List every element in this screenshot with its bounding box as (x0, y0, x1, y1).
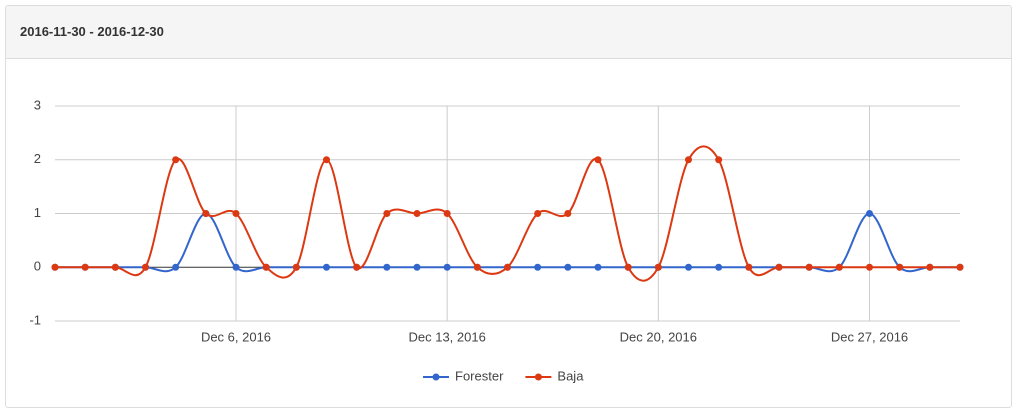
data-point (81, 263, 89, 271)
x-tick-label: Dec 27, 2016 (831, 329, 908, 344)
data-point (323, 263, 330, 271)
legend-swatch (534, 373, 542, 381)
data-point (594, 156, 602, 164)
data-point (172, 263, 180, 271)
y-tick-label: 1 (34, 205, 41, 220)
panel: 2016-11-30 - 2016-12-30 (5, 5, 1012, 408)
data-point (232, 210, 240, 217)
data-point (896, 263, 904, 271)
data-point (654, 263, 662, 271)
legend-label: Baja (557, 368, 584, 383)
data-point (383, 263, 391, 271)
data-point (232, 263, 240, 271)
y-tick-label: 2 (34, 151, 41, 166)
data-point (413, 263, 421, 271)
data-point (383, 210, 391, 217)
data-point (262, 263, 270, 271)
data-point (413, 210, 421, 217)
data-point (202, 210, 210, 217)
data-point (353, 263, 361, 271)
y-tick-label: -1 (29, 312, 41, 327)
data-point (111, 263, 119, 271)
data-point (443, 263, 451, 271)
data-point (473, 263, 481, 271)
data-point (775, 263, 783, 271)
data-point (715, 263, 723, 271)
y-tick-label: 3 (34, 97, 41, 112)
data-point (292, 263, 300, 271)
data-point (51, 263, 59, 271)
data-point (534, 210, 542, 217)
y-tick-label: 0 (34, 259, 41, 274)
data-point (685, 156, 692, 164)
data-point (956, 263, 964, 271)
data-point (805, 263, 813, 271)
x-tick-label: Dec 20, 2016 (620, 329, 697, 344)
data-point (835, 263, 843, 271)
data-point (866, 210, 873, 217)
data-point (866, 263, 873, 271)
panel-header: 2016-11-30 - 2016-12-30 (6, 6, 1011, 59)
data-point (323, 156, 330, 164)
data-point (715, 156, 723, 164)
data-point (534, 263, 542, 271)
legend-label: Forester (455, 368, 504, 383)
data-point (504, 263, 511, 271)
legend-swatch (432, 373, 440, 381)
data-point (443, 210, 451, 217)
data-point (594, 263, 602, 271)
data-point (564, 210, 572, 217)
data-point (926, 263, 934, 271)
x-tick-label: Dec 6, 2016 (201, 329, 271, 344)
data-point (172, 156, 180, 164)
x-tick-label: Dec 13, 2016 (408, 329, 485, 344)
data-point (685, 263, 692, 271)
data-point (564, 263, 572, 271)
data-point (142, 263, 149, 271)
series-line (55, 212, 960, 273)
data-point (745, 263, 753, 271)
data-point (624, 263, 632, 271)
